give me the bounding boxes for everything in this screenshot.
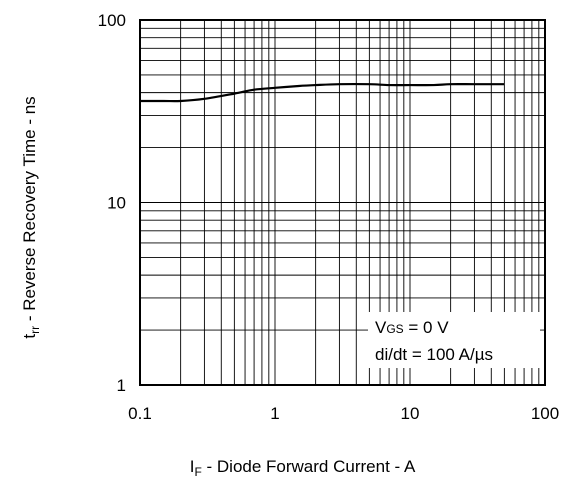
- y-tick-label: 100: [98, 11, 126, 30]
- annotation-didt: di/dt = 100 A/µs: [375, 345, 493, 364]
- y-tick-label: 10: [107, 194, 126, 213]
- x-tick-label: 10: [401, 404, 420, 423]
- plot-frame: [139, 19, 546, 386]
- x-tick-label: 100: [531, 404, 559, 423]
- annotation-box: [368, 312, 540, 368]
- y-axis-label: trr - Reverse Recovery Time - ns: [20, 96, 42, 338]
- annotation-vgs: VGS = 0 V: [375, 318, 449, 337]
- x-axis-label: IF - Diode Forward Current - A: [190, 457, 416, 479]
- x-tick-label: 1: [270, 404, 279, 423]
- series-line: [140, 82, 505, 103]
- y-tick-label: 1: [117, 376, 126, 395]
- x-tick-label: 0.1: [128, 404, 152, 423]
